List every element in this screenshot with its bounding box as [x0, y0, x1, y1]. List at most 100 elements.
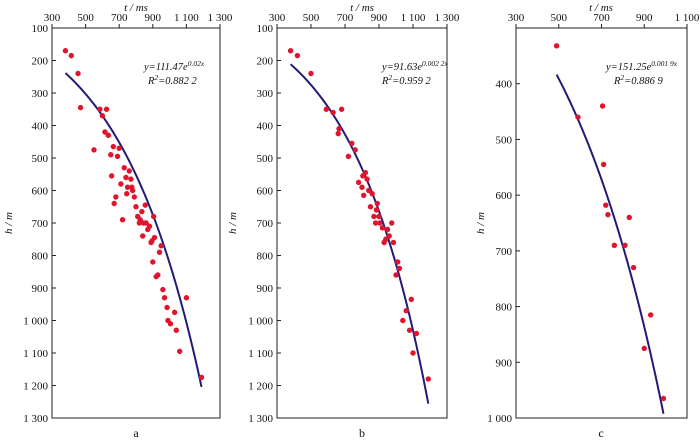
- panel-b-data-point: [379, 225, 386, 231]
- panel-c-equation-base: y=151.25e: [605, 62, 652, 73]
- panel-b-ytick-label: 800: [257, 251, 274, 263]
- panel-a-xlabel: t / ms: [124, 2, 148, 14]
- panel-a-xtick-label: 900: [145, 12, 162, 24]
- panel-a-data-point: [198, 374, 205, 381]
- panel-c-ytick-label: 500: [496, 134, 513, 146]
- panel-c-ytick-label: 600: [496, 190, 513, 202]
- panel-a-data-point: [183, 295, 190, 301]
- panel-a-data-point: [118, 181, 124, 187]
- panel-a-data-point: [116, 145, 122, 151]
- panel-b-data-point: [364, 176, 370, 182]
- panel-a-r2-sup: 2: [154, 73, 158, 82]
- panel-b-r2-sup: 2: [388, 73, 392, 82]
- panel-c-r2-value: =0.886 9: [624, 76, 663, 87]
- panel-c-data-point: [630, 264, 637, 271]
- panel-a-data-point: [171, 309, 178, 316]
- panel-b-data-point: [362, 169, 369, 176]
- panel-c-equation-exp: 0.001 9x: [651, 59, 678, 68]
- panel-b-data-point: [366, 187, 372, 194]
- panel-a-data-point: [103, 106, 110, 112]
- panel-b-label: b: [359, 426, 365, 440]
- panel-c-r2-sup: 2: [620, 73, 624, 82]
- panel-a-data-point: [111, 200, 117, 207]
- panel-c-data-point: [575, 114, 581, 120]
- panel-c-data-point: [626, 214, 632, 221]
- panel-a-ytick-label: 900: [32, 283, 49, 295]
- panel-a-xtick-label: 700: [111, 12, 128, 24]
- panel-b-r2: R2=0.959 2: [381, 73, 432, 87]
- panel-a-data-point: [119, 217, 126, 223]
- panel-a-ytick-label: 600: [32, 186, 49, 198]
- panel-a-r2-prefix: R: [147, 76, 155, 87]
- panel-a-data-point: [143, 220, 149, 226]
- panel-a-xtick-label: 1 300: [208, 12, 233, 24]
- panel-b-ytick-label: 400: [257, 121, 274, 133]
- panel-c-xtick-label: 500: [551, 12, 568, 24]
- panel-b-fit-curve: [289, 63, 430, 404]
- panel-a-data-point: [128, 176, 134, 182]
- panel-c-equation: y=151.25e0.001 9x: [605, 59, 678, 73]
- panel-b-ytick-label: 1 100: [248, 348, 273, 360]
- panel-a-ytick-label: 1 200: [23, 381, 48, 393]
- panel-a-label: a: [133, 426, 139, 440]
- panel-b-data-point: [396, 265, 403, 272]
- panel-a-data-point: [108, 173, 115, 179]
- panel-a-data-point: [140, 233, 146, 239]
- panel-a-ytick-label: 1 100: [23, 348, 48, 360]
- panel-c-data-point: [605, 211, 611, 218]
- panel-c-r2-prefix: R: [613, 76, 621, 87]
- panel-b-data-point: [355, 179, 362, 186]
- panel-b-data-point: [374, 200, 380, 207]
- panel-a-data-point: [176, 348, 183, 355]
- panel-a-data-point: [129, 187, 136, 194]
- panel-c-data-point: [599, 103, 606, 109]
- panel-b-data-point: [372, 220, 379, 226]
- panel-b-ytick-label: 700: [257, 218, 274, 230]
- panel-a-fit-curve: [64, 72, 203, 388]
- panel-a-data-point: [146, 223, 153, 229]
- panel-a-data-point: [91, 147, 97, 153]
- panel-b-data-point: [425, 376, 431, 382]
- panel-b-equation-base: y=91.63e: [381, 62, 422, 73]
- panel-a-ytick-label: 500: [32, 153, 49, 165]
- panel-c-fit-curve: [555, 74, 665, 414]
- panel-b-ytick-label: 500: [257, 153, 274, 165]
- panel-b-data-point: [349, 140, 355, 147]
- panel-a-r2: R2=0.882 2: [147, 73, 198, 87]
- panel-c-ylabel: h / m: [475, 212, 487, 234]
- panel-a-data-point: [160, 286, 166, 293]
- panel-a-ytick-label: 200: [32, 56, 49, 68]
- panel-b-data-point: [373, 207, 380, 213]
- panel-a-ytick-label: 300: [32, 88, 49, 100]
- panel-a-data-point: [97, 106, 103, 112]
- panel-c-data-point: [611, 242, 618, 248]
- panel-a-data-point: [131, 194, 138, 200]
- panel-a-data-point: [158, 243, 164, 249]
- panel-a-equation: y=111.47e0.02x: [143, 59, 205, 73]
- panel-c-xtick-label: 900: [636, 12, 653, 24]
- panel-c-ytick-label: 700: [496, 246, 513, 258]
- panel-b-data-point: [386, 233, 392, 239]
- panel-c-ytick-label: 400: [496, 79, 513, 91]
- panel-a-ylabel: h / m: [3, 212, 15, 234]
- panel-b: t / ms h / m y=91.63e0.002 2x R2=0.959 2…: [227, 2, 460, 440]
- panel-b-data-point: [294, 52, 301, 59]
- panel-b-ytick-label: 1 000: [248, 316, 273, 328]
- panel-b-data-point: [383, 236, 389, 242]
- panel-b-ytick-label: 100: [257, 23, 274, 35]
- panel-b-xtick-label: 1 100: [401, 12, 426, 24]
- panel-b-ytick-label: 900: [257, 283, 274, 295]
- panel-a-data-point: [139, 208, 145, 215]
- panel-a-data-point: [150, 213, 157, 220]
- panel-a-data-point: [113, 194, 119, 200]
- panel-c-ytick-label: 900: [496, 357, 513, 369]
- panel-a-xtick-label: 300: [44, 12, 61, 24]
- panel-a-data-point: [156, 249, 163, 255]
- panel-b-ytick-label: 1 200: [248, 381, 273, 393]
- panel-a-data-point: [164, 304, 170, 311]
- panel-b-data-point: [352, 147, 358, 153]
- panel-b-data-point: [287, 48, 294, 54]
- panel-c-r2: R2=0.886 9: [613, 73, 664, 87]
- panel-a-data-point: [68, 52, 75, 59]
- panel-a-data-point: [124, 184, 131, 190]
